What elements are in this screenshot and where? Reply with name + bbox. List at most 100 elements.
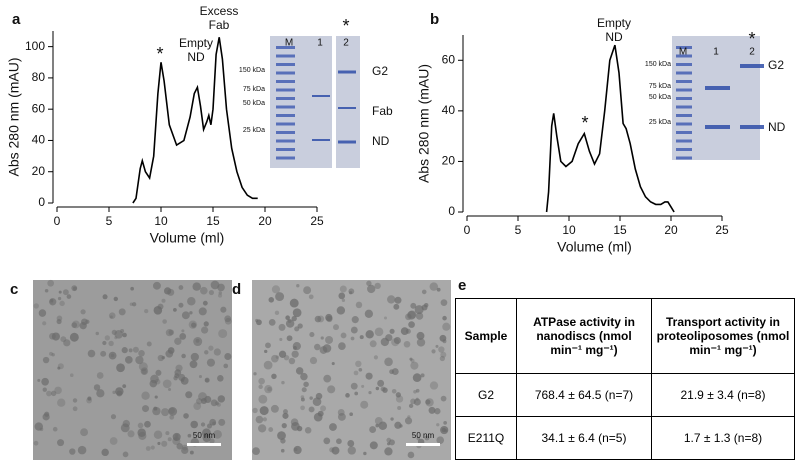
marker-band [676, 156, 692, 160]
particle [263, 360, 273, 370]
x-tick-label: 20 [664, 223, 678, 237]
particle [268, 319, 276, 326]
particle [323, 437, 331, 445]
particle [327, 385, 336, 394]
particle [157, 354, 164, 362]
marker-band [676, 139, 692, 143]
particle [167, 347, 175, 354]
particle [337, 412, 346, 421]
y-tick-label: 0 [38, 195, 45, 209]
particle [57, 439, 65, 447]
particle [304, 426, 312, 434]
particle [176, 443, 183, 450]
annotation: Excess [200, 4, 239, 18]
particle [394, 296, 402, 304]
gel-star: * [748, 29, 755, 49]
particle [438, 346, 445, 353]
particle [255, 415, 264, 424]
header-cell: ATPase activity in nanodiscs (nmol min⁻¹… [516, 298, 652, 374]
particle [168, 387, 172, 391]
particle [416, 331, 425, 340]
particle [271, 373, 277, 380]
particle [154, 378, 161, 385]
particle [113, 296, 119, 302]
particle [162, 319, 167, 324]
y-axis-label: Abs 280 nm (mAU) [416, 64, 432, 183]
marker-band [676, 63, 692, 66]
particle [309, 332, 315, 338]
particle [325, 313, 333, 322]
particle [71, 322, 78, 328]
line [545, 44, 675, 213]
particle [410, 361, 419, 370]
particle [410, 302, 417, 309]
particle [349, 291, 353, 295]
particle [347, 440, 355, 447]
y-tick-label: 60 [442, 52, 456, 66]
particle [378, 421, 388, 431]
particle [57, 296, 62, 301]
particle [224, 315, 232, 323]
marker-band [276, 148, 295, 151]
particle [303, 286, 312, 295]
particle [373, 355, 378, 360]
particle [41, 377, 49, 386]
particle [46, 390, 52, 397]
marker-band [676, 80, 692, 83]
particle [188, 320, 198, 329]
particle [152, 281, 161, 290]
particle [108, 351, 117, 360]
particle [220, 306, 227, 313]
particle [109, 437, 118, 445]
particle [59, 300, 65, 307]
particle [190, 420, 198, 429]
particle [196, 398, 203, 405]
particle [320, 336, 324, 340]
band-label: G2 [768, 58, 784, 72]
particle [108, 340, 114, 347]
particle [187, 296, 196, 306]
marker-band [676, 46, 692, 49]
x-axis-label: Volume (ml) [150, 230, 225, 246]
particle [278, 323, 286, 331]
x-tick-label: 20 [258, 214, 272, 228]
particle [297, 323, 303, 329]
particle [104, 335, 110, 341]
particle [155, 369, 162, 376]
particle [258, 394, 268, 404]
particle [281, 422, 287, 429]
particle [193, 337, 203, 347]
particle [102, 294, 108, 300]
particle [277, 431, 286, 440]
marker-band [276, 63, 295, 66]
table-row: G2 768.4 ± 64.5 (n=7) 21.9 ± 3.4 (n=8) [455, 373, 795, 417]
particle [218, 329, 228, 339]
particle [200, 286, 208, 295]
particle [436, 423, 440, 427]
header-cell: Transport activity in proteoliposomes (n… [651, 298, 795, 374]
particle [393, 303, 400, 310]
particle [285, 315, 290, 321]
particle [375, 423, 380, 428]
cell: 34.1 ± 6.4 (n=5) [516, 416, 652, 460]
particle [365, 330, 374, 339]
particle [57, 363, 64, 370]
particle [281, 380, 285, 385]
particle [198, 307, 207, 316]
particle [412, 373, 422, 382]
marker-band [676, 114, 692, 117]
particle [345, 393, 350, 398]
particle [309, 396, 313, 400]
particle [153, 430, 163, 440]
particle [339, 285, 347, 293]
particle [258, 384, 263, 389]
marker-label: 150 kDa [645, 61, 671, 68]
marker-band [276, 139, 295, 143]
y-tick-label: 20 [442, 154, 456, 168]
particle [204, 395, 212, 404]
particle [283, 409, 288, 415]
particle [282, 412, 289, 419]
particle [262, 417, 267, 422]
particle [215, 401, 220, 406]
marker-label: 75 kDa [243, 86, 265, 93]
